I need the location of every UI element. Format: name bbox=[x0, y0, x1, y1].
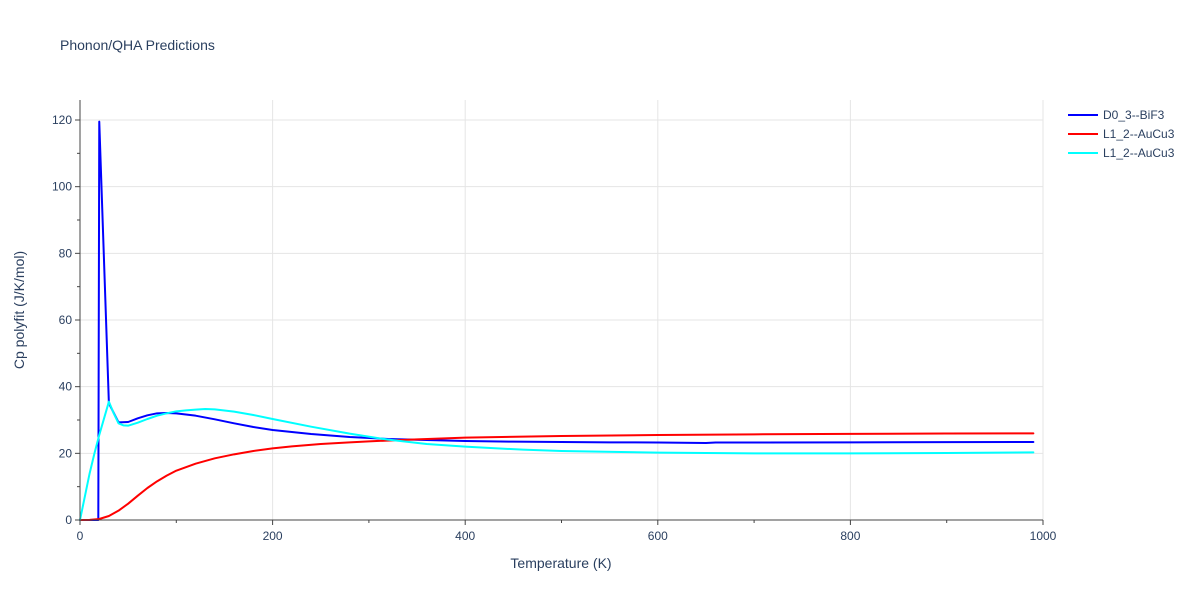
series-line-3 bbox=[79, 400, 1035, 521]
legend-label: L1_2--AuCu3 bbox=[1103, 127, 1175, 141]
y-tick-label: 40 bbox=[59, 380, 73, 394]
legend: D0_3--BiF3 L1_2--AuCu3 L1_2--AuCu3 bbox=[1068, 108, 1175, 160]
series-line-2 bbox=[79, 432, 1035, 521]
x-ticks: 0 200 400 600 800 1000 bbox=[77, 520, 1057, 543]
legend-label: L1_2--AuCu3 bbox=[1103, 146, 1175, 160]
legend-item[interactable]: L1_2--AuCu3 bbox=[1068, 127, 1175, 141]
legend-item[interactable]: D0_3--BiF3 bbox=[1068, 108, 1165, 122]
x-tick-label: 400 bbox=[455, 529, 475, 543]
y-axis-title: Cp polyfit (J/K/mol) bbox=[11, 251, 27, 369]
y-tick-label: 0 bbox=[65, 513, 72, 527]
x-tick-label: 800 bbox=[840, 529, 860, 543]
y-tick-label: 60 bbox=[59, 313, 73, 327]
x-tick-label: 0 bbox=[77, 529, 84, 543]
chart-title: Phonon/QHA Predictions bbox=[60, 37, 215, 53]
series-layer bbox=[79, 120, 1035, 521]
legend-item[interactable]: L1_2--AuCu3 bbox=[1068, 146, 1175, 160]
y-tick-label: 120 bbox=[52, 113, 72, 127]
y-tick-label: 20 bbox=[59, 446, 73, 460]
y-ticks: 0 20 40 60 80 100 120 bbox=[52, 113, 80, 527]
x-tick-label: 1000 bbox=[1030, 529, 1057, 543]
x-tick-label: 600 bbox=[648, 529, 668, 543]
series-line-1 bbox=[79, 120, 1035, 521]
y-tick-label: 100 bbox=[52, 180, 72, 194]
y-tick-label: 80 bbox=[59, 246, 73, 260]
x-tick-label: 200 bbox=[263, 529, 283, 543]
legend-label: D0_3--BiF3 bbox=[1103, 108, 1165, 122]
x-axis-title: Temperature (K) bbox=[510, 555, 611, 571]
